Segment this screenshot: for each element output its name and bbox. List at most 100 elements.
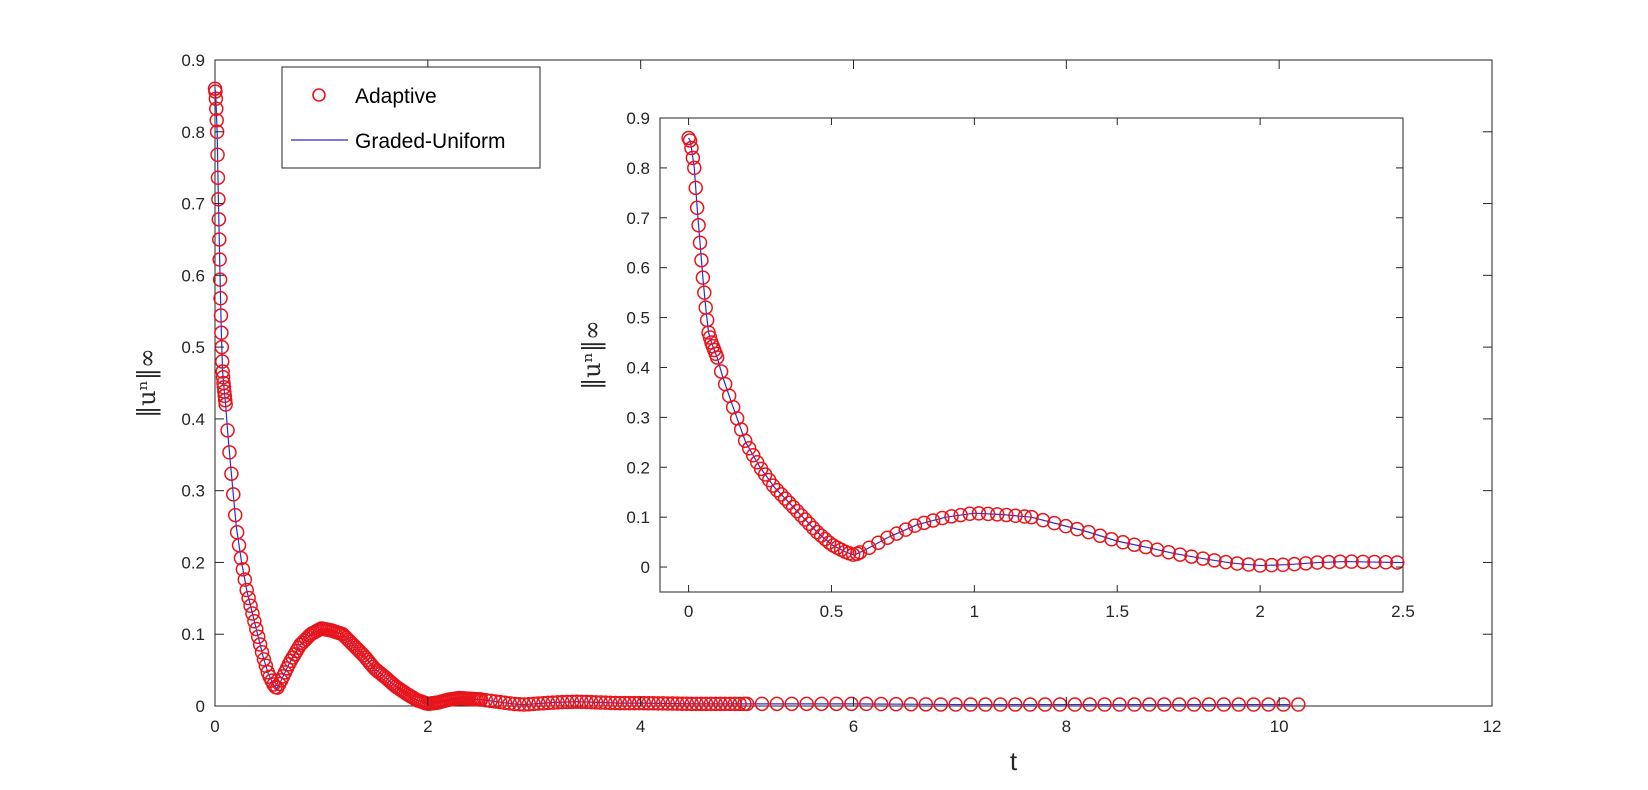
main-adaptive-marker bbox=[241, 590, 256, 606]
inset-x-tick-label: 1.5 bbox=[1105, 602, 1129, 621]
main-y-tick-label: 0.9 bbox=[181, 51, 205, 70]
inset-adaptive-marker bbox=[1172, 547, 1188, 562]
inset-adaptive-marker bbox=[907, 518, 923, 533]
main-adaptive-marker bbox=[1216, 697, 1232, 712]
main-adaptive-marker bbox=[622, 695, 637, 711]
inset-y-tick-label: 0.8 bbox=[626, 159, 650, 178]
inset-adaptive-marker bbox=[694, 252, 709, 268]
inset-adaptive-marker bbox=[1355, 554, 1371, 570]
main-x-tick-label: 6 bbox=[849, 717, 858, 736]
main-adaptive-marker bbox=[933, 697, 949, 712]
main-adaptive-marker bbox=[237, 572, 253, 587]
inset-adaptive-marker bbox=[737, 433, 753, 448]
inset-adaptive-marker bbox=[1149, 542, 1165, 557]
main-adaptive-marker bbox=[569, 694, 585, 709]
main-adaptive-marker bbox=[978, 697, 993, 712]
legend: Adaptive Graded-Uniform bbox=[281, 66, 541, 169]
main-adaptive-marker bbox=[708, 696, 723, 712]
main-adaptive-marker bbox=[799, 696, 814, 712]
main-y-tick-label: 0.8 bbox=[181, 123, 205, 142]
main-adaptive-marker bbox=[579, 694, 594, 710]
main-y-tick-label: 0.6 bbox=[181, 266, 205, 285]
main-adaptive-marker bbox=[636, 695, 652, 711]
main-adaptive-marker bbox=[1231, 697, 1246, 712]
main-adaptive-marker bbox=[583, 694, 599, 710]
main-adaptive-marker bbox=[222, 445, 237, 460]
main-x-tick-label: 4 bbox=[636, 717, 645, 736]
inset-adaptive-marker bbox=[709, 350, 725, 365]
main-adaptive-marker bbox=[213, 308, 229, 323]
main-adaptive-marker bbox=[488, 694, 503, 709]
main-adaptive-marker bbox=[739, 696, 755, 712]
inset-adaptive-marker bbox=[1241, 557, 1256, 572]
main-adaptive-marker bbox=[631, 695, 647, 711]
main-adaptive-marker bbox=[603, 695, 618, 711]
legend-adaptive-label: Adaptive bbox=[355, 85, 437, 108]
inset-chart: 0 0.5 1 1.5 2 2.5 0 0.1 0.2 0.3 0.4 0.5 0.6 0.7 0.8 0.9… bbox=[578, 109, 1415, 621]
main-adaptive-marker bbox=[993, 697, 1008, 712]
main-adaptive-marker bbox=[1142, 697, 1157, 712]
main-adaptive-marker bbox=[1156, 697, 1172, 712]
main-adaptive-marker bbox=[784, 696, 800, 712]
main-adaptive-marker bbox=[1261, 697, 1276, 712]
inset-adaptive-marker bbox=[681, 130, 696, 146]
inset-adaptive-marker bbox=[1195, 551, 1211, 566]
main-adaptive-marker bbox=[220, 423, 235, 438]
main-adaptive-marker bbox=[521, 696, 537, 712]
main-adaptive-marker bbox=[516, 697, 532, 712]
main-adaptive-marker bbox=[1127, 697, 1142, 712]
main-adaptive-marker bbox=[218, 397, 233, 412]
main-adaptive-marker bbox=[684, 696, 699, 712]
inset-adaptive-marker bbox=[1275, 557, 1291, 573]
inset-adaptive-marker bbox=[999, 507, 1014, 523]
inset-plot-frame bbox=[659, 117, 1404, 593]
main-adaptive-marker bbox=[507, 696, 522, 712]
main-adaptive-marker bbox=[732, 696, 747, 712]
main-adaptive-marker bbox=[212, 252, 227, 267]
main-adaptive-marker bbox=[235, 562, 251, 577]
inset-x-tick-label: 1 bbox=[970, 602, 979, 621]
main-adaptive-marker bbox=[655, 696, 671, 711]
inset-y-tick-label: 0.4 bbox=[626, 358, 650, 377]
inset-adaptive-marker bbox=[682, 133, 698, 148]
inset-adaptive-marker bbox=[684, 140, 699, 156]
main-adaptive-marker bbox=[703, 696, 719, 712]
main-adaptive-marker bbox=[211, 192, 226, 207]
inset-adaptive-marker bbox=[1115, 535, 1131, 550]
main-adaptive-marker bbox=[213, 291, 228, 306]
main-adaptive-marker bbox=[713, 696, 728, 712]
inset-adaptive-marker-layer bbox=[681, 130, 1405, 573]
main-adaptive-marker bbox=[814, 696, 829, 712]
main-adaptive-marker bbox=[497, 695, 513, 711]
main-adaptive-marker bbox=[492, 694, 508, 710]
inset-adaptive-marker bbox=[1161, 545, 1176, 560]
main-adaptive-marker bbox=[545, 695, 561, 710]
inset-adaptive-marker bbox=[745, 448, 761, 463]
inset-adaptive-marker bbox=[713, 364, 729, 379]
main-adaptive-marker bbox=[210, 147, 225, 162]
main-adaptive-marker bbox=[212, 232, 227, 247]
inset-adaptive-marker bbox=[785, 499, 801, 515]
main-adaptive-marker bbox=[226, 487, 241, 502]
legend-box bbox=[281, 66, 541, 169]
inset-y-tick-label: 0.6 bbox=[626, 259, 650, 278]
main-adaptive-marker bbox=[1246, 697, 1261, 712]
inset-adaptive-marker bbox=[989, 507, 1005, 522]
main-adaptive-marker bbox=[540, 695, 556, 711]
main-adaptive-marker bbox=[754, 696, 770, 712]
inset-adaptive-marker bbox=[793, 508, 809, 523]
main-adaptive-marker bbox=[660, 696, 676, 711]
main-adaptive-marker bbox=[224, 466, 239, 481]
inset-adaptive-marker bbox=[805, 520, 821, 536]
main-adaptive-marker bbox=[209, 113, 224, 128]
main-adaptive-marker bbox=[254, 645, 270, 660]
inset-adaptive-marker bbox=[1230, 556, 1245, 571]
main-adaptive-marker bbox=[859, 696, 874, 712]
inset-adaptive-marker bbox=[1127, 537, 1142, 552]
main-adaptive-marker bbox=[674, 696, 690, 711]
main-adaptive-marker bbox=[473, 692, 489, 707]
main-adaptive-marker bbox=[531, 696, 546, 711]
inset-adaptive-marker bbox=[925, 513, 941, 528]
inset-adaptive-marker bbox=[953, 507, 968, 523]
